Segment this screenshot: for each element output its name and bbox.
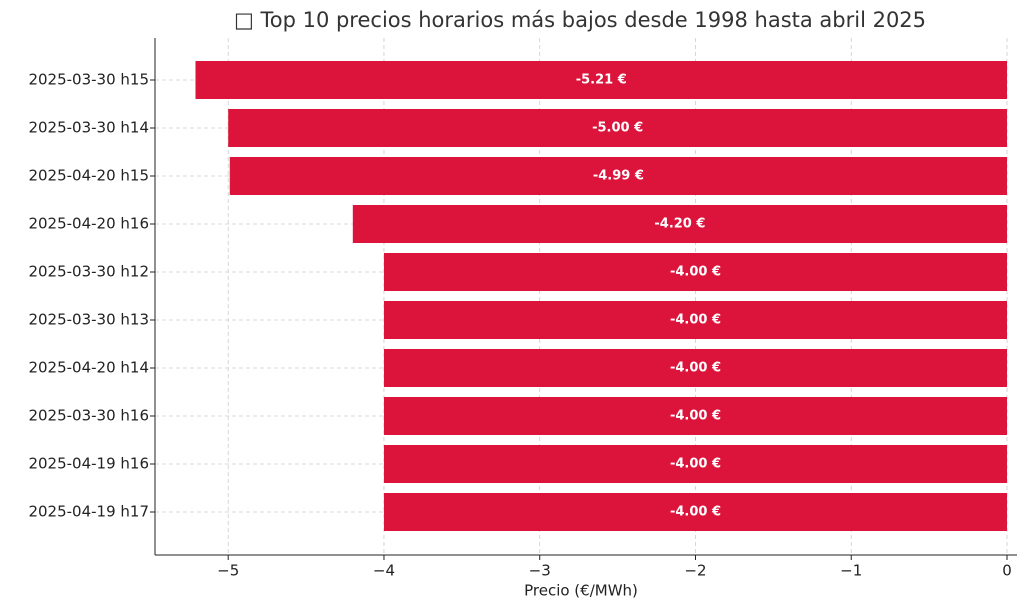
value-label: -4.20 € [654,217,705,232]
x-tick-label: −4 [373,562,395,580]
y-tick-label: 2025-03-30 h13 [28,311,149,329]
value-label: -4.00 € [670,505,721,520]
x-tick-label: −5 [217,562,239,580]
chart-title: □ Top 10 precios horarios más bajos desd… [234,8,926,32]
y-tick-label: 2025-03-30 h16 [28,407,149,425]
value-label: -5.21 € [576,73,627,88]
value-label: -4.00 € [670,457,721,472]
bar [228,109,1007,147]
y-tick-label: 2025-04-20 h14 [28,359,149,377]
value-label: -4.00 € [670,265,721,280]
bar [352,205,1007,243]
y-tick-label: 2025-03-30 h12 [28,263,149,281]
bar [383,493,1007,531]
x-axis-label: Precio (€/MWh) [524,582,638,600]
y-tick-label: 2025-04-20 h15 [28,167,149,185]
value-label: -4.00 € [670,313,721,328]
bar [229,157,1008,195]
x-tick-label: −3 [529,562,551,580]
value-label: -4.99 € [593,169,644,184]
y-tick-label: 2025-03-30 h14 [28,119,149,137]
value-label: -5.00 € [592,121,643,136]
bar [383,349,1007,387]
y-tick-label: 2025-03-30 h15 [28,71,149,89]
x-tick-label: −2 [684,562,706,580]
bar [383,301,1007,339]
value-label: -4.00 € [670,361,721,376]
bar [383,397,1007,435]
y-tick-label: 2025-04-19 h17 [28,503,149,521]
x-tick-label: 0 [1002,562,1012,580]
bar [383,445,1007,483]
bar [383,253,1007,291]
x-tick-label: −1 [840,562,862,580]
value-label: -4.00 € [670,409,721,424]
y-tick-label: 2025-04-20 h16 [28,215,149,233]
y-tick-label: 2025-04-19 h16 [28,455,149,473]
bar [195,61,1007,99]
